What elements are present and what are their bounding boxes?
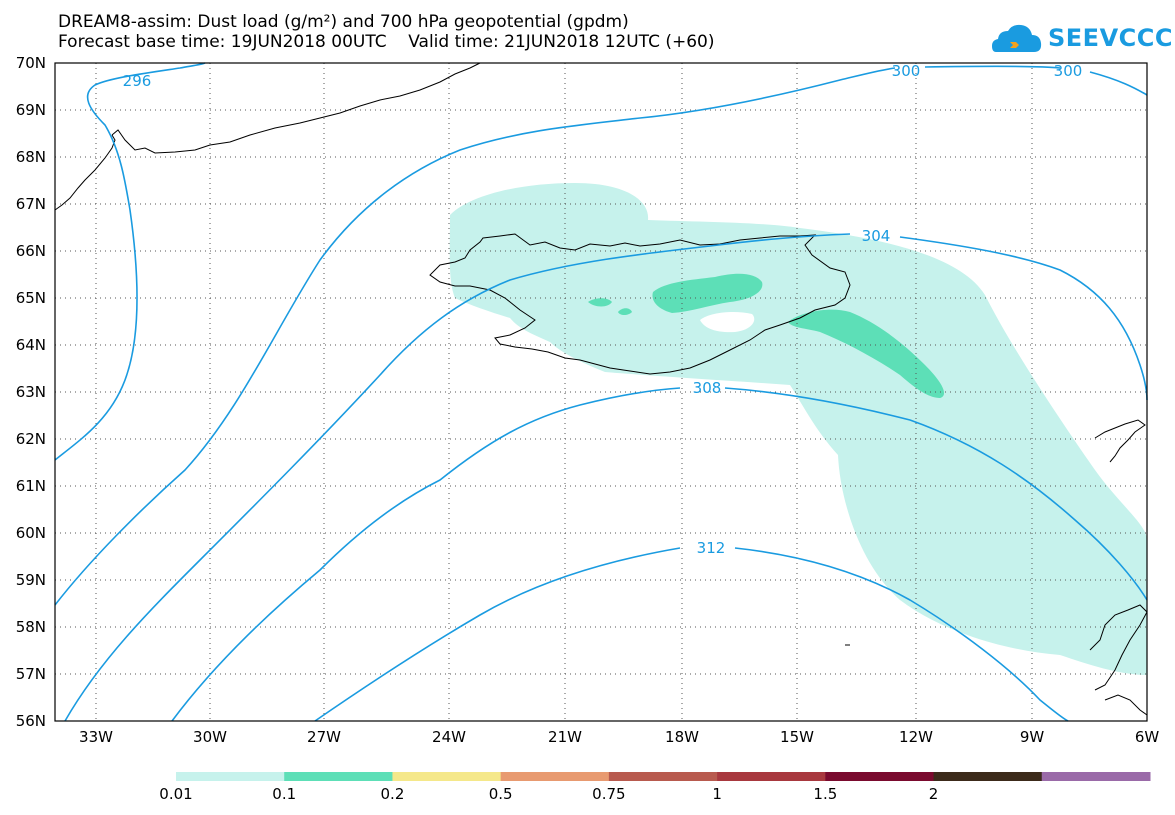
lat-label: 66N	[16, 242, 46, 260]
grid-lines	[55, 63, 1147, 721]
map-title: DREAM8-assim: Dust load (g/m²) and 700 h…	[58, 12, 629, 32]
contour-labels: 296 300 300 304 308 312	[123, 62, 1083, 557]
contour-label-304: 304	[862, 227, 891, 245]
lon-label: 24W	[432, 728, 466, 746]
colorbar-swatch	[933, 772, 1043, 781]
lat-label: 57N	[16, 665, 46, 683]
colorbar-label: 2	[928, 785, 939, 803]
dust-region-mid-plume	[788, 309, 945, 398]
colorbar-label: 0.1	[272, 785, 297, 803]
lat-label: 56N	[16, 712, 46, 730]
lat-label: 58N	[16, 618, 46, 636]
lat-label: 61N	[16, 477, 46, 495]
lat-label: 67N	[16, 195, 46, 213]
colorbar-swatch	[500, 772, 610, 781]
lon-label: 18W	[665, 728, 699, 746]
dust-gap	[700, 312, 755, 333]
lat-label: 59N	[16, 571, 46, 589]
lat-label: 62N	[16, 430, 46, 448]
colorbar-swatch	[1041, 772, 1151, 781]
contour-label-300-a: 300	[892, 62, 921, 80]
lon-label: 9W	[1020, 728, 1045, 746]
lat-label: 70N	[16, 54, 46, 72]
lat-label: 63N	[16, 383, 46, 401]
lat-label: 65N	[16, 289, 46, 307]
colorbar-swatch	[717, 772, 826, 781]
lon-label: 30W	[193, 728, 227, 746]
colorbar-swatch	[176, 772, 285, 781]
colorbar-swatch	[284, 772, 393, 781]
colorbar-swatch	[608, 772, 718, 781]
coastlines	[54, 62, 1148, 716]
contour-label-312: 312	[697, 539, 726, 557]
colorbar-label: 0.75	[592, 785, 626, 803]
colorbar-label: 0.01	[159, 785, 193, 803]
colorbar-label: 0.2	[380, 785, 405, 803]
colorbar-label: 0.5	[488, 785, 513, 803]
dust-region-low	[449, 183, 1147, 675]
dust-region-mid-small1	[588, 298, 612, 307]
logo-text: SEEVCCC	[1048, 24, 1173, 52]
colorbar-swatch	[825, 772, 935, 781]
colorbar	[176, 772, 1151, 781]
lat-label: 64N	[16, 336, 46, 354]
cloud-icon	[992, 24, 1042, 52]
dust-region-mid-small2	[618, 308, 632, 315]
lat-label: 69N	[16, 101, 46, 119]
lon-label: 15W	[780, 728, 814, 746]
lon-label: 21W	[548, 728, 582, 746]
colorbar-label: 1.5	[813, 785, 838, 803]
contour-label-308: 308	[693, 379, 722, 397]
lon-label: 33W	[79, 728, 113, 746]
contour-label-296: 296	[123, 72, 152, 90]
map-frame	[54, 62, 1148, 722]
dust-region-mid-central	[652, 273, 763, 313]
latitude-labels: 70N 69N 68N 67N 66N 65N 64N 63N 62N 61N …	[16, 54, 46, 730]
lon-label: 27W	[307, 728, 341, 746]
lon-label: 6W	[1135, 728, 1160, 746]
map-subtitle: Forecast base time: 19JUN2018 00UTC Vali…	[58, 32, 715, 52]
lon-label: 12W	[899, 728, 933, 746]
lat-label: 68N	[16, 148, 46, 166]
longitude-labels: 33W 30W 27W 24W 21W 18W 15W 12W 9W 6W	[79, 728, 1159, 746]
contour-label-300-b: 300	[1054, 62, 1083, 80]
lat-label: 60N	[16, 524, 46, 542]
colorbar-swatch	[392, 772, 502, 781]
colorbar-label: 1	[712, 785, 722, 803]
geopotential-contours	[54, 62, 1148, 722]
